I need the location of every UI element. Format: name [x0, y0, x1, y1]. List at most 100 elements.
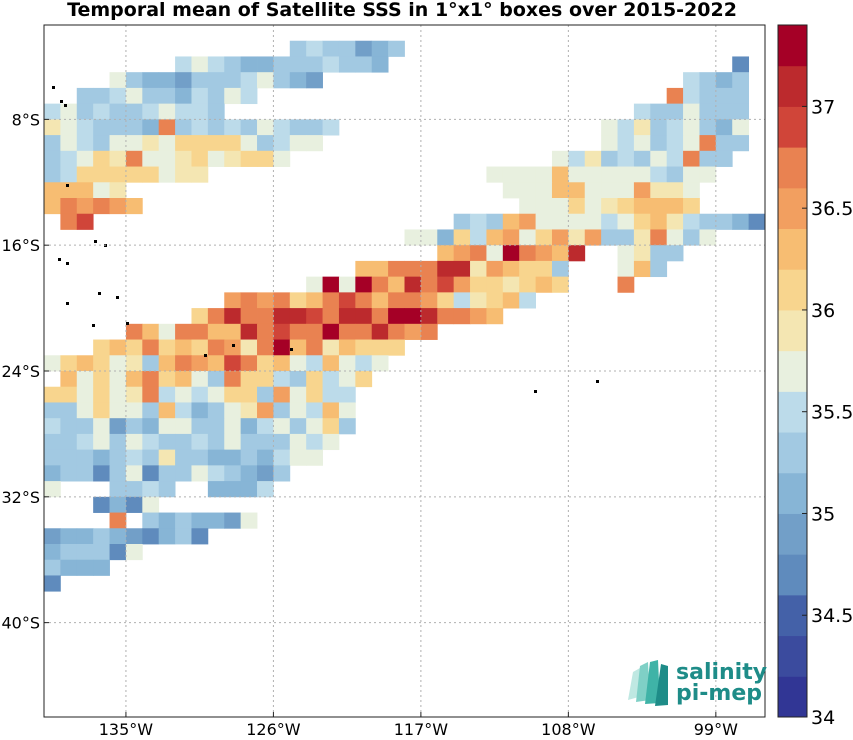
- sss-cell: [240, 481, 258, 498]
- sss-cell: [257, 402, 274, 419]
- sss-cell: [44, 386, 61, 403]
- sss-cell: [371, 276, 389, 293]
- sss-cell: [240, 433, 258, 451]
- sss-cell: [306, 433, 323, 451]
- y-axis-ticks: 8°S 16°S 24°S 32°S 40°S: [1, 110, 49, 633]
- sss-cell: [273, 135, 291, 152]
- sss-cell: [519, 260, 536, 278]
- sss-cell: [93, 87, 110, 105]
- sss-cell: [535, 166, 553, 183]
- sss-cell: [404, 229, 422, 246]
- sss-cell: [486, 213, 504, 230]
- sss-cell: [568, 150, 586, 167]
- sss-cell: [568, 166, 586, 183]
- sss-cell: [44, 559, 45, 576]
- sss-cell: [142, 339, 160, 356]
- sss-cell: [109, 339, 127, 356]
- sss-cell: [125, 87, 143, 105]
- sss-cell: [289, 449, 307, 466]
- sss-cell: [60, 559, 78, 576]
- sss-cell: [257, 371, 274, 388]
- sss-cell: [224, 512, 242, 529]
- colorbar-band: [778, 513, 807, 555]
- sss-cell: [257, 339, 274, 356]
- sss-cell: [306, 119, 323, 136]
- sss-cell: [371, 339, 389, 356]
- sss-cell: [273, 449, 291, 466]
- sss-cell: [158, 355, 176, 372]
- sss-cell: [158, 323, 176, 340]
- sss-cell: [338, 323, 356, 340]
- logo-wave-icon: [628, 660, 668, 706]
- sss-cell: [322, 355, 340, 372]
- sss-cell: [224, 465, 242, 482]
- sss-cell: [125, 481, 143, 498]
- sss-cell: [601, 119, 618, 136]
- sss-cell: [44, 544, 45, 561]
- sss-cell: [306, 276, 323, 293]
- y-tick-label: 16°S: [1, 236, 40, 255]
- sss-cell: [666, 245, 684, 262]
- sss-cell: [109, 355, 127, 372]
- sss-cell: [420, 292, 438, 309]
- sss-cell: [486, 229, 504, 246]
- sss-cell: [551, 260, 569, 278]
- sss-cell: [437, 276, 455, 293]
- sss-cell: [388, 323, 405, 340]
- sss-cell: [224, 135, 242, 152]
- sss-cell: [683, 198, 700, 215]
- sss-cell: [125, 339, 143, 356]
- sss-cell: [125, 103, 143, 120]
- sss-cell: [44, 575, 61, 592]
- y-tick-label: 32°S: [1, 488, 40, 507]
- sss-cell: [666, 166, 684, 183]
- sss-cell: [666, 198, 684, 215]
- sss-cell: [76, 87, 94, 105]
- sss-cell: [551, 229, 569, 246]
- sss-cell: [732, 119, 750, 136]
- sss-cell: [60, 135, 78, 152]
- sss-cell: [633, 103, 651, 120]
- sss-cell: [322, 339, 340, 356]
- sss-cell: [44, 150, 61, 167]
- sss-cell: [207, 371, 225, 388]
- sss-cell: [93, 386, 110, 403]
- sss-cell: [617, 213, 635, 230]
- sss-cell: [617, 135, 635, 152]
- sss-cell: [125, 528, 143, 545]
- colorbar-tick-label: 36.5: [811, 198, 853, 220]
- sss-cell: [44, 465, 45, 482]
- sss-cell: [125, 449, 143, 466]
- sss-cell: [224, 386, 242, 403]
- sss-cell: [224, 119, 242, 136]
- sss-cell: [306, 339, 323, 356]
- logo-line2: pi-mep: [676, 681, 762, 706]
- sss-cell: [240, 150, 258, 167]
- sss-cell: [551, 166, 569, 183]
- sss-cell: [633, 260, 651, 278]
- sss-cell: [502, 166, 520, 183]
- sss-cell: [125, 166, 143, 183]
- sss-cell: [650, 150, 668, 167]
- sss-cell: [633, 135, 651, 152]
- sss-cell: [175, 135, 192, 152]
- sss-cell: [240, 292, 258, 309]
- sss-cell: [158, 72, 176, 89]
- sss-cell: [93, 449, 110, 466]
- sss-cell: [322, 56, 340, 73]
- sss-cell: [568, 198, 586, 215]
- sss-cell: [60, 528, 78, 545]
- sss-cell: [338, 56, 356, 73]
- sss-cell: [224, 433, 242, 451]
- island-speck: [126, 322, 129, 325]
- sss-cell: [355, 323, 373, 340]
- sss-cell: [535, 182, 553, 199]
- sss-cell: [175, 402, 192, 419]
- sss-cell: [683, 166, 700, 183]
- sss-cell: [109, 496, 127, 513]
- sss-cell: [125, 135, 143, 152]
- sss-cell: [76, 528, 94, 545]
- colorbar-frame: [777, 24, 808, 718]
- sss-cell: [371, 323, 389, 340]
- sss-cell: [44, 166, 61, 183]
